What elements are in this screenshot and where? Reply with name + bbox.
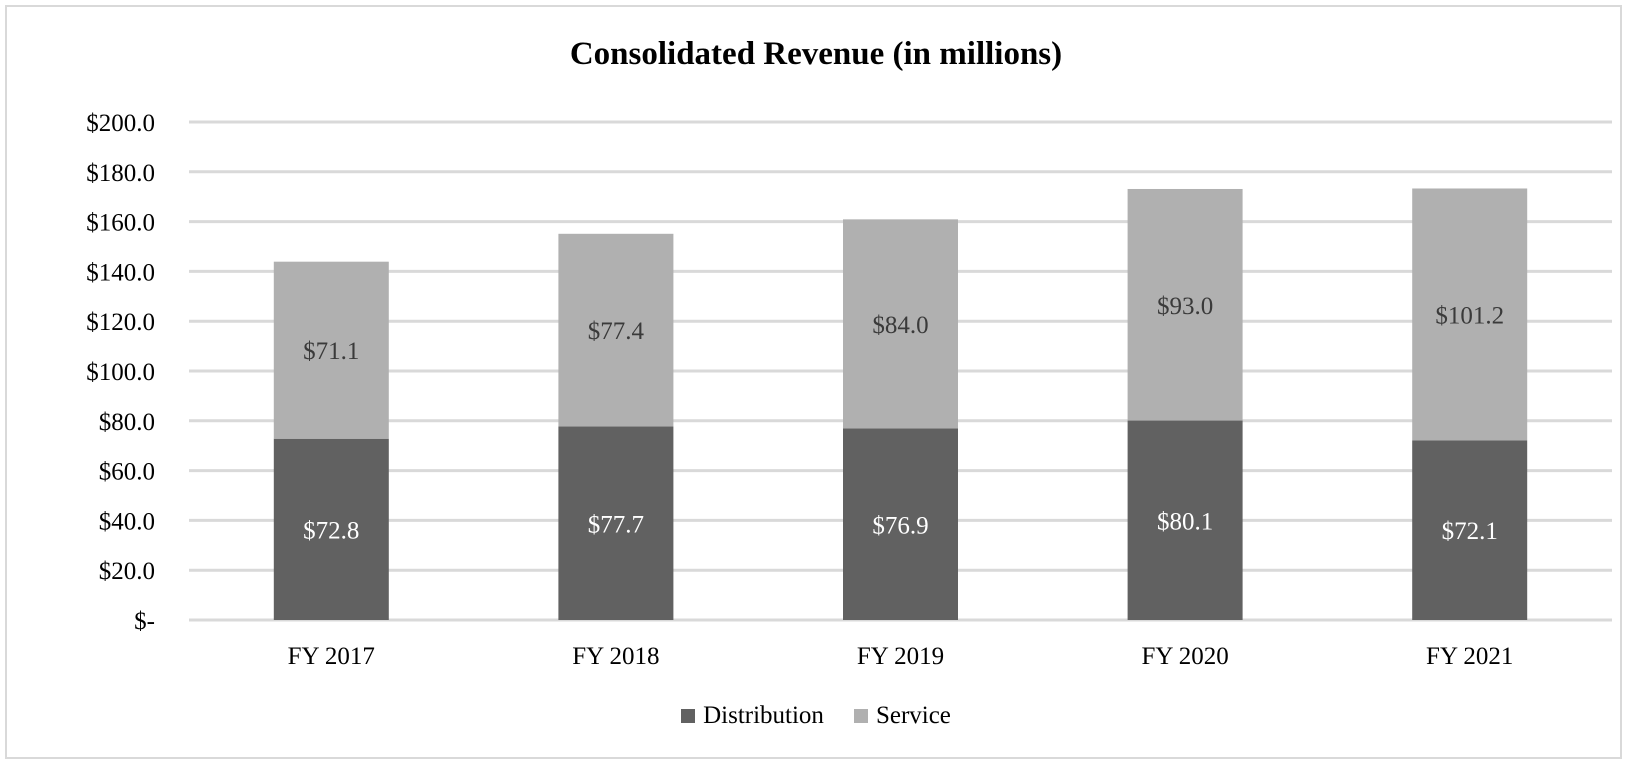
- data-label: $77.7: [588, 511, 644, 538]
- x-tick-label: FY 2020: [1141, 643, 1228, 670]
- legend-swatch-distribution: [681, 709, 696, 723]
- y-tick-label: $100.0: [86, 359, 155, 386]
- data-label: $84.0: [872, 312, 928, 339]
- data-label: $72.8: [303, 517, 359, 544]
- bar-service: [843, 219, 958, 429]
- data-label: $77.4: [588, 318, 645, 345]
- y-tick-label: $200.0: [86, 110, 155, 137]
- legend-item-distribution: Distribution: [681, 702, 824, 730]
- bar-service: [273, 261, 389, 439]
- y-tick-label: $-: [134, 608, 155, 635]
- bar-distribution: [1412, 440, 1528, 620]
- y-tick-label: $160.0: [86, 210, 155, 237]
- data-label: $72.1: [1442, 518, 1498, 545]
- data-label: $76.9: [872, 512, 928, 539]
- data-label: $71.1: [303, 338, 359, 365]
- chart-title: Consolidated Revenue (in millions): [569, 36, 1063, 72]
- bar-distribution: [1127, 420, 1243, 620]
- bar-distribution: [558, 426, 674, 620]
- data-label: $80.1: [1157, 508, 1213, 535]
- y-tick-label: $180.0: [86, 160, 155, 187]
- bar-service: [1412, 188, 1528, 441]
- legend: Distribution Service: [0, 702, 1632, 730]
- legend-item-service: Service: [853, 702, 951, 730]
- chart-frame: [5, 5, 1622, 759]
- bar-distribution: [843, 428, 958, 620]
- bar-service: [1127, 188, 1243, 421]
- y-tick-label: $20.0: [99, 558, 155, 585]
- legend-swatch-service: [853, 709, 868, 723]
- legend-label-distribution: Distribution: [703, 702, 824, 729]
- x-tick-label: FY 2019: [857, 643, 944, 670]
- bar-service: [558, 233, 674, 427]
- y-tick-label: $120.0: [86, 309, 155, 336]
- y-tick-label: $80.0: [99, 409, 155, 436]
- x-tick-label: FY 2021: [1426, 643, 1513, 670]
- x-tick-label: FY 2018: [572, 643, 659, 670]
- y-tick-label: $60.0: [99, 459, 155, 486]
- y-tick-label: $40.0: [99, 508, 155, 535]
- bar-distribution: [273, 438, 389, 620]
- y-tick-label: $140.0: [86, 259, 155, 286]
- data-label: $101.2: [1435, 302, 1504, 329]
- legend-label-service: Service: [875, 702, 951, 729]
- x-tick-label: FY 2017: [288, 643, 375, 670]
- data-label: $93.0: [1157, 293, 1213, 320]
